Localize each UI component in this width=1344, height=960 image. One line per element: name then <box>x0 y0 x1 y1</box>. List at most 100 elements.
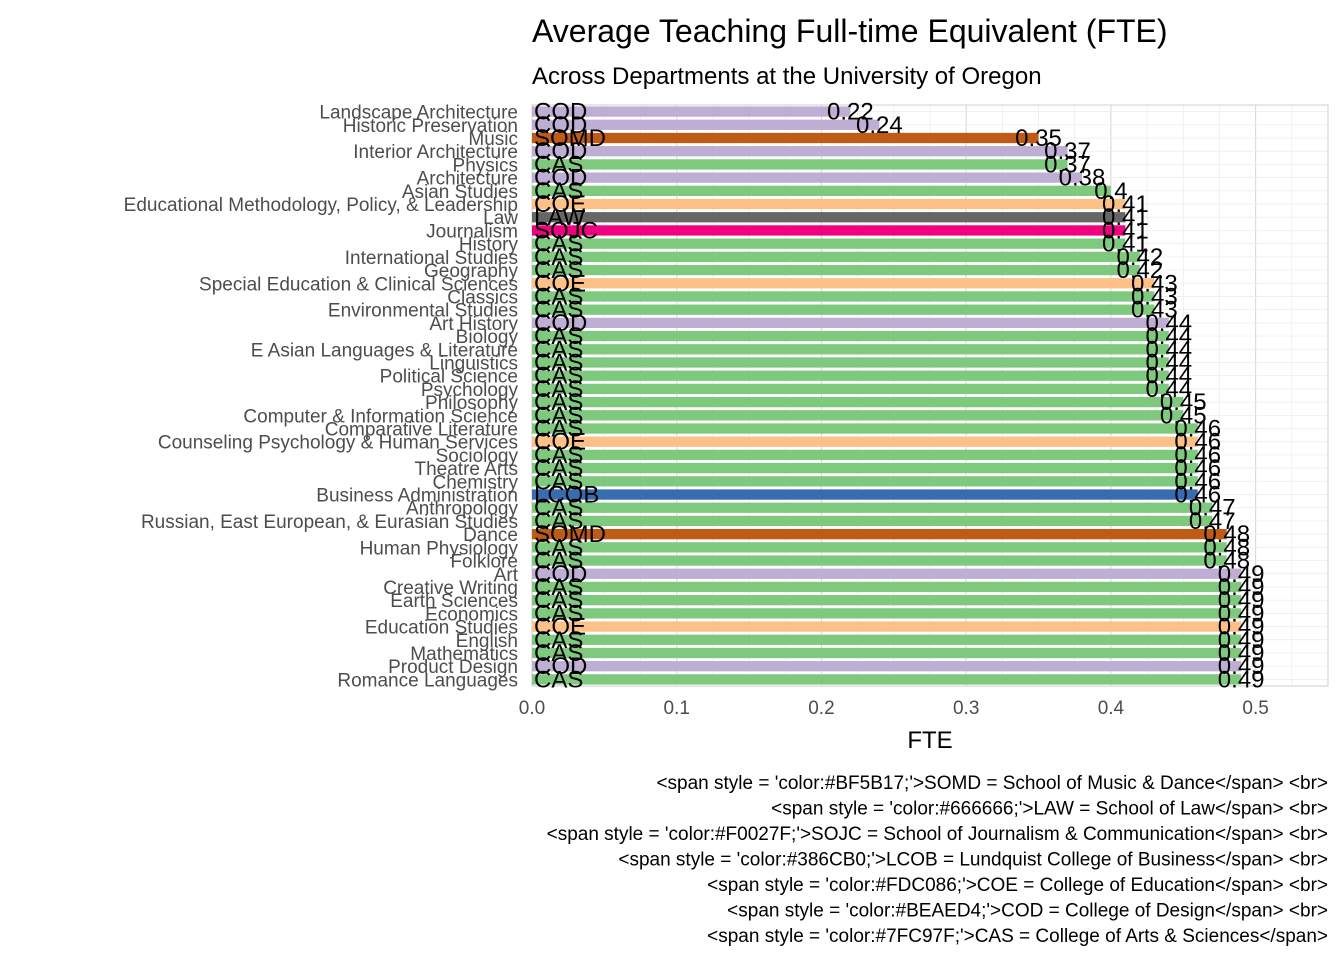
y-tick-label: Linguistics <box>429 353 518 374</box>
bar <box>532 212 1126 223</box>
y-tick-label: Comparative Literature <box>325 420 518 441</box>
bar-value-label: 0.43 <box>1131 283 1178 310</box>
bar-college-label: COD <box>534 653 587 680</box>
bar-college-label: CAS <box>534 640 583 667</box>
y-tick-label: Business Administration <box>316 486 518 507</box>
bar <box>532 119 880 130</box>
bar <box>532 225 1126 236</box>
y-tick-label: Folklore <box>450 552 518 573</box>
bar-value-label: 0.44 <box>1145 349 1192 376</box>
bar <box>532 542 1227 553</box>
bar <box>532 344 1169 355</box>
caption-line: <span style = 'color:#BF5B17;'>SOMD = Sc… <box>656 773 1328 794</box>
caption-line: <span style = 'color:#FDC086;'>COE = Col… <box>707 875 1328 896</box>
bar-college-label: CAS <box>534 508 583 535</box>
bar <box>532 264 1140 276</box>
bar <box>532 449 1198 461</box>
bar-college-label: CAS <box>534 468 583 495</box>
bar <box>532 251 1140 263</box>
bar <box>532 555 1227 566</box>
bar-value-label: 0.38 <box>1059 165 1106 192</box>
y-tick-label: Law <box>483 208 518 229</box>
x-tick-label: 0.5 <box>1242 698 1268 719</box>
bar-college-label: COD <box>534 165 587 192</box>
bar <box>532 515 1213 527</box>
chart-title: Average Teaching Full-time Equivalent (F… <box>532 13 1168 49</box>
y-tick-label: Environmental Studies <box>328 301 518 322</box>
bar <box>532 278 1155 289</box>
chart-subtitle: Across Departments at the University of … <box>532 63 1042 90</box>
x-tick-label: 0.3 <box>953 698 979 719</box>
bar <box>532 423 1198 434</box>
bar-value-label: 0.43 <box>1131 270 1178 297</box>
bar-value-label: 0.41 <box>1102 217 1149 244</box>
bar-college-label: CAS <box>534 244 583 271</box>
bar-college-label: CAS <box>534 178 583 205</box>
y-tick-label: Music <box>468 129 518 150</box>
bar-college-label: CAS <box>534 389 583 416</box>
y-tick-label: Biology <box>456 327 519 348</box>
bar-value-label: 0.47 <box>1189 508 1236 535</box>
bar-college-label: COD <box>534 138 587 165</box>
bar-value-label: 0.46 <box>1174 482 1221 509</box>
caption-line: <span style = 'color:#666666;'>LAW = Sch… <box>771 799 1328 820</box>
bar-value-label: 0.46 <box>1174 416 1221 443</box>
bar-college-label: CAS <box>534 600 583 627</box>
bar <box>532 661 1242 672</box>
bar-value-label: 0.44 <box>1145 376 1192 403</box>
bar-value-label: 0.49 <box>1218 614 1265 641</box>
bar <box>532 581 1242 593</box>
y-tick-label: Russian, East European, & Eurasian Studi… <box>141 512 518 533</box>
y-tick-label: Computer & Information Science <box>243 406 518 427</box>
y-tick-label: Education Studies <box>365 618 518 639</box>
bar-value-label: 0.35 <box>1015 125 1062 152</box>
y-tick-label: Human Physiology <box>360 538 519 559</box>
bar-college-label: LAW <box>534 204 585 231</box>
y-tick-label: International Studies <box>345 248 518 269</box>
bar-value-label: 0.46 <box>1174 468 1221 495</box>
bar <box>532 238 1126 249</box>
bar-college-label: CAS <box>534 231 583 258</box>
bar <box>532 634 1242 645</box>
bar-value-label: 0.48 <box>1203 534 1250 561</box>
bar-value-label: 0.49 <box>1218 666 1265 693</box>
x-axis: 0.0 0.1 0.2 0.3 0.4 0.5 <box>519 698 1269 719</box>
y-tick-label: E Asian Languages & Literature <box>251 340 518 361</box>
x-tick-label: 0.2 <box>808 698 834 719</box>
bar-college-label: COE <box>534 191 586 218</box>
bar-value-label: 0.49 <box>1218 627 1265 654</box>
bar <box>532 159 1068 170</box>
bar-value-label: 0.46 <box>1174 429 1221 456</box>
bar-college-label: COD <box>534 561 587 588</box>
bar <box>532 396 1184 408</box>
bar-college-label: CAS <box>534 627 583 654</box>
bar-value-label: 0.49 <box>1218 600 1265 627</box>
y-tick-label: Sociology <box>436 446 519 467</box>
y-tick-label: Chemistry <box>432 472 518 493</box>
y-tick-label: Architecture <box>417 169 518 190</box>
bar <box>532 621 1242 632</box>
bar-value-label: 0.44 <box>1145 336 1192 363</box>
y-tick-label: Mathematics <box>410 644 518 665</box>
caption-line: <span style = 'color:#F0027F;'>SOJC = Sc… <box>547 824 1328 845</box>
bar-value-label: 0.45 <box>1160 402 1207 429</box>
bar <box>532 132 1039 144</box>
bar <box>532 172 1082 183</box>
bar <box>532 595 1242 606</box>
bar <box>532 370 1169 381</box>
bar-value-label: 0.22 <box>827 99 874 126</box>
bar <box>532 568 1242 579</box>
y-tick-label: Creative Writing <box>383 578 518 599</box>
bar <box>532 317 1169 329</box>
bar-college-label: CAS <box>534 323 583 350</box>
bar-value-label: 0.41 <box>1102 231 1149 258</box>
bar-college-label: COD <box>534 310 587 337</box>
bar <box>532 489 1198 500</box>
bar-college-label: LCOB <box>534 482 599 509</box>
y-tick-label: Special Education & Clinical Sciences <box>199 274 518 295</box>
bar <box>532 357 1169 368</box>
y-tick-label: Psychology <box>421 380 519 401</box>
bar <box>532 647 1242 659</box>
bar-value-label: 0.37 <box>1044 138 1091 165</box>
bar <box>532 198 1126 210</box>
